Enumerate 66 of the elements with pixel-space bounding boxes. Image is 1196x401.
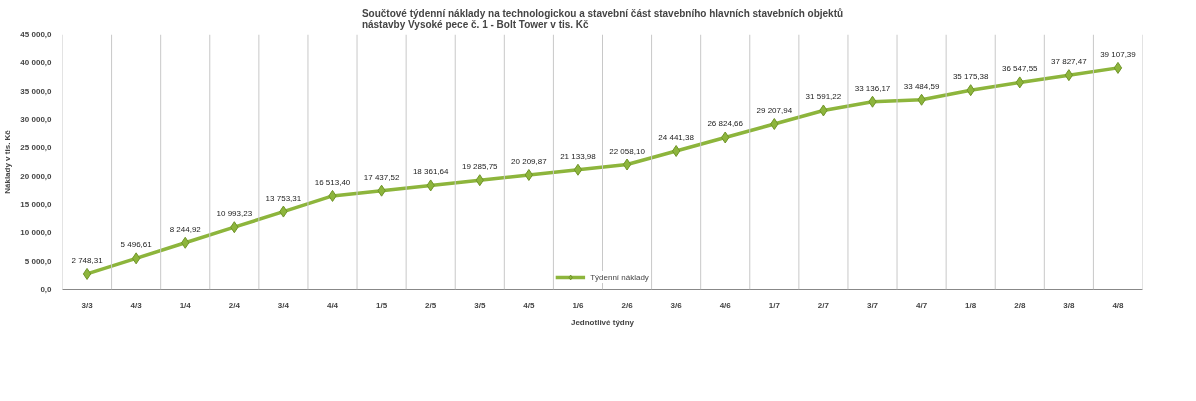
x-tick-label: 1/4: [179, 300, 192, 310]
data-label: 19 285,75: [461, 162, 499, 172]
y-tick-label: 5 000,0: [24, 256, 53, 266]
x-tick-label: 2/6: [621, 300, 634, 310]
x-tick-label: 3/8: [1063, 300, 1075, 310]
data-label: 33 136,17: [854, 83, 891, 93]
point: [1064, 69, 1074, 82]
x-tick-label: 1/7: [768, 300, 781, 310]
x-tick-label: 2/7: [817, 300, 830, 310]
y-tick-label: 20 000,0: [20, 171, 53, 181]
point: [573, 163, 583, 176]
y-tick-label: 30 000,0: [20, 115, 53, 124]
data-label: 37 827,47: [1051, 57, 1088, 67]
x-tick-label: 3/6: [670, 300, 683, 310]
data-label: 29 207,94: [756, 105, 793, 115]
data-label: 33 484,59: [903, 81, 940, 91]
point: [82, 267, 92, 280]
x-tick-label: 3/7: [866, 300, 879, 310]
data-label: 10 993,23: [216, 209, 253, 219]
legend-label: Týdenní náklady: [590, 271, 649, 283]
point: [622, 158, 632, 171]
data-label: 39 107,39: [1100, 49, 1137, 59]
y-tick-label: 45 000,0: [20, 30, 53, 39]
x-tick-label: 3/4: [277, 300, 290, 310]
data-label: 26 824,66: [707, 119, 744, 129]
y-tick-label: 35 000,0: [20, 86, 53, 96]
x-tick-label: 3/3: [81, 300, 94, 310]
data-label: 22 058,10: [609, 146, 646, 156]
data-label: 5 496,61: [120, 240, 153, 250]
data-label: 31 591,22: [805, 92, 842, 102]
chart-title: Součtové týdenní náklady na technologickou a stavební část stavebního hlavních stavebních objektů nástavby Vysoké pece č. 1 - Bolt Tower v tis. Kč: [361, 7, 844, 30]
x-tick-label: 1/5: [376, 300, 388, 310]
data-label: 16 513,40: [314, 177, 351, 187]
point: [1113, 61, 1123, 74]
data-label: 13 753,31: [265, 193, 302, 203]
x-tick-label: 1/8: [965, 300, 977, 310]
y-tick-label: 0,0: [40, 285, 53, 294]
point: [671, 145, 681, 157]
data-label: 24 441,38: [658, 133, 695, 142]
x-tick-label: 4/3: [130, 300, 143, 310]
x-tick-label: 3/5: [474, 300, 486, 310]
x-tick-label: 2/8: [1014, 300, 1026, 310]
data-label: 2 748,31: [71, 255, 104, 265]
x-tick-label: 4/7: [916, 300, 928, 310]
point: [131, 252, 141, 265]
x-tick-label: 4/4: [326, 300, 339, 310]
x-tick-label: 2/5: [425, 300, 437, 310]
x-tick-label: 4/8: [1112, 300, 1125, 310]
y-axis-title: Náklady v tis. Kč: [3, 129, 13, 194]
x-tick-label: 4/5: [523, 300, 535, 310]
data-label: 36 547,55: [1001, 64, 1039, 74]
x-tick-label: 4/6: [719, 300, 732, 310]
data-label: 17 437,52: [363, 172, 400, 182]
x-tick-label: 1/6: [572, 300, 585, 310]
data-label: 8 244,92: [169, 224, 202, 234]
y-tick-label: 10 000,0: [20, 228, 53, 238]
y-tick-label: 40 000,0: [20, 58, 53, 68]
data-label: 21 133,98: [560, 151, 597, 161]
data-label: 18 361,64: [412, 167, 450, 177]
point: [524, 168, 534, 181]
x-axis-title: Jednotlivé týdny: [570, 317, 635, 327]
data-label: 20 209,87: [511, 156, 548, 166]
y-tick-label: 25 000,0: [20, 143, 53, 153]
x-tick-label: 2/4: [228, 300, 241, 310]
data-label: 35 175,38: [952, 72, 990, 82]
y-tick-label: 15 000,0: [20, 200, 53, 209]
